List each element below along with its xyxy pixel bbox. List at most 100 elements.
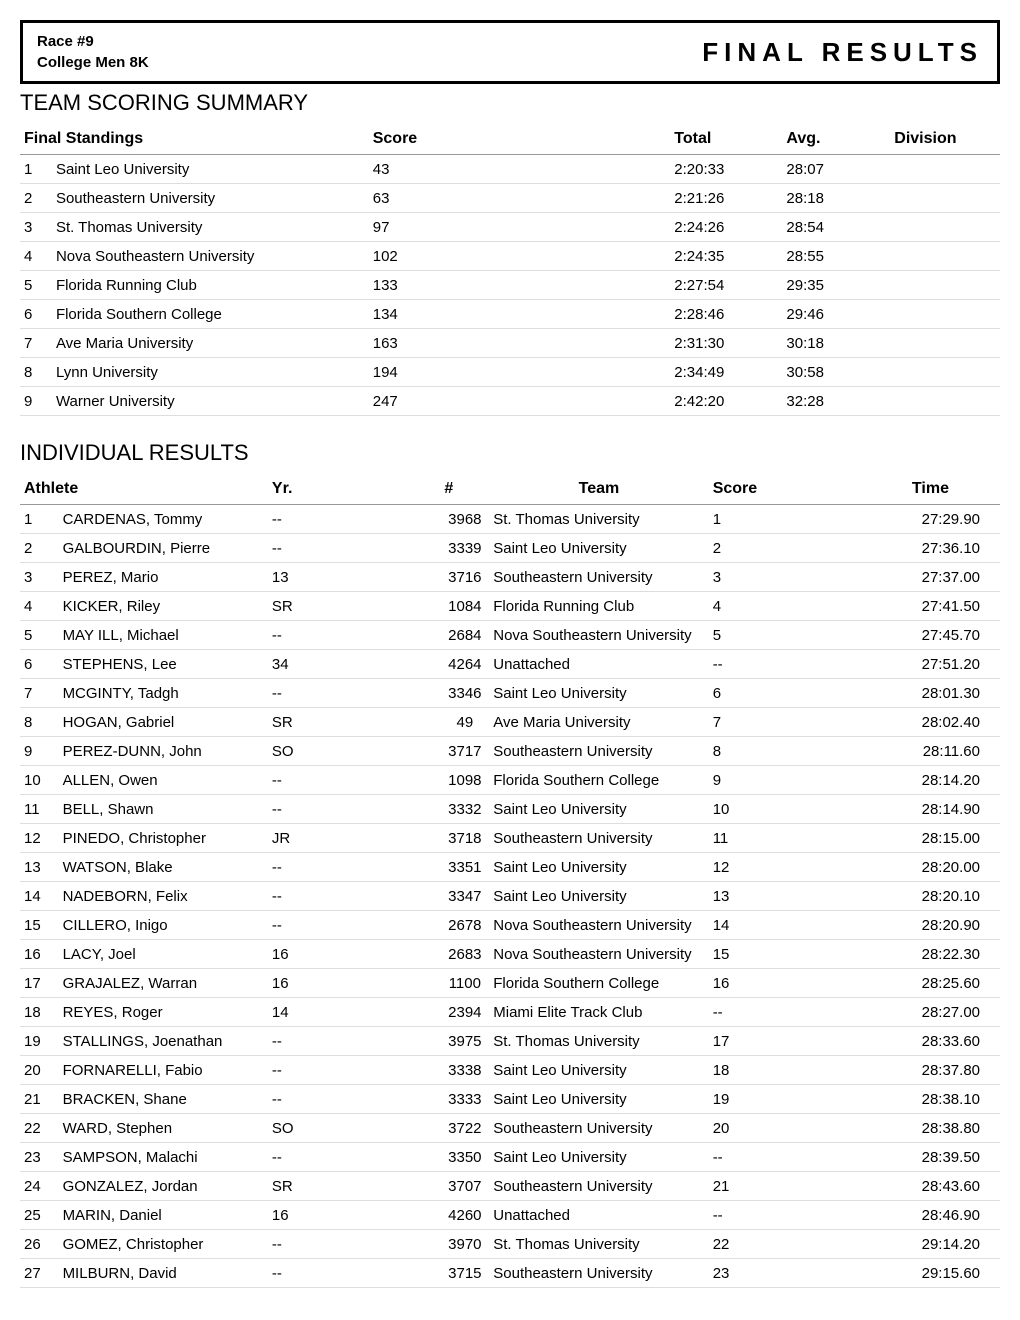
ind-yr: -- (268, 1259, 440, 1288)
team-score: 97 (369, 213, 671, 242)
col-time: Time (908, 474, 1000, 505)
ind-time: 28:02.40 (908, 708, 1000, 737)
ind-num: 3332 (440, 795, 489, 824)
team-place: 1 (20, 155, 52, 184)
ind-num: 2394 (440, 998, 489, 1027)
ind-athlete: KICKER, Riley (59, 592, 268, 621)
ind-team: Nova Southeastern University (489, 940, 708, 969)
ind-time: 28:43.60 (908, 1172, 1000, 1201)
ind-yr: -- (268, 795, 440, 824)
team-name: Ave Maria University (52, 329, 369, 358)
table-row: 21BRACKEN, Shane--3333Saint Leo Universi… (20, 1085, 1000, 1114)
ind-num: 2684 (440, 621, 489, 650)
team-place: 7 (20, 329, 52, 358)
individual-section-title: INDIVIDUAL RESULTS (20, 440, 1000, 466)
ind-athlete: STEPHENS, Lee (59, 650, 268, 679)
table-row: 6STEPHENS, Lee344264Unattached--27:51.20 (20, 650, 1000, 679)
ind-place: 16 (20, 940, 59, 969)
ind-place: 7 (20, 679, 59, 708)
ind-place: 8 (20, 708, 59, 737)
ind-time: 28:14.90 (908, 795, 1000, 824)
col-score: Score (369, 124, 671, 155)
ind-num: 3718 (440, 824, 489, 853)
ind-score: -- (709, 998, 908, 1027)
ind-num: 2678 (440, 911, 489, 940)
ind-yr: 14 (268, 998, 440, 1027)
ind-time: 27:29.90 (908, 505, 1000, 534)
table-row: 8HOGAN, GabrielSR49Ave Maria University7… (20, 708, 1000, 737)
team-total: 2:34:49 (670, 358, 782, 387)
ind-place: 24 (20, 1172, 59, 1201)
team-div (890, 387, 1000, 416)
ind-athlete: GRAJALEZ, Warran (59, 969, 268, 998)
team-total: 2:20:33 (670, 155, 782, 184)
ind-num: 3717 (440, 737, 489, 766)
ind-num: 3707 (440, 1172, 489, 1201)
team-name: Southeastern University (52, 184, 369, 213)
ind-score: -- (709, 1201, 908, 1230)
ind-athlete: PINEDO, Christopher (59, 824, 268, 853)
ind-athlete: HOGAN, Gabriel (59, 708, 268, 737)
ind-time: 28:22.30 (908, 940, 1000, 969)
ind-team: Southeastern University (489, 1259, 708, 1288)
ind-score: -- (709, 1143, 908, 1172)
ind-place: 20 (20, 1056, 59, 1085)
ind-place: 13 (20, 853, 59, 882)
ind-time: 28:33.60 (908, 1027, 1000, 1056)
ind-place: 1 (20, 505, 59, 534)
table-row: 18REYES, Roger142394Miami Elite Track Cl… (20, 998, 1000, 1027)
ind-yr: -- (268, 911, 440, 940)
team-total: 2:24:35 (670, 242, 782, 271)
ind-time: 28:25.60 (908, 969, 1000, 998)
ind-place: 9 (20, 737, 59, 766)
table-row: 9Warner University2472:42:2032:28 (20, 387, 1000, 416)
team-div (890, 242, 1000, 271)
ind-place: 4 (20, 592, 59, 621)
ind-athlete: PEREZ, Mario (59, 563, 268, 592)
ind-time: 28:27.00 (908, 998, 1000, 1027)
ind-team: Southeastern University (489, 824, 708, 853)
ind-yr: 16 (268, 940, 440, 969)
table-row: 10ALLEN, Owen--1098Florida Southern Coll… (20, 766, 1000, 795)
ind-place: 10 (20, 766, 59, 795)
ind-athlete: CILLERO, Inigo (59, 911, 268, 940)
table-row: 5Florida Running Club1332:27:5429:35 (20, 271, 1000, 300)
team-avg: 28:54 (782, 213, 890, 242)
ind-time: 28:46.90 (908, 1201, 1000, 1230)
ind-team: Nova Southeastern University (489, 911, 708, 940)
ind-time: 29:15.60 (908, 1259, 1000, 1288)
ind-score: 1 (709, 505, 908, 534)
ind-team: Saint Leo University (489, 534, 708, 563)
ind-athlete: MARIN, Daniel (59, 1201, 268, 1230)
ind-team: Unattached (489, 650, 708, 679)
ind-score: 9 (709, 766, 908, 795)
ind-score: 4 (709, 592, 908, 621)
table-row: 17GRAJALEZ, Warran161100Florida Southern… (20, 969, 1000, 998)
table-row: 26GOMEZ, Christopher--3970St. Thomas Uni… (20, 1230, 1000, 1259)
team-avg: 29:35 (782, 271, 890, 300)
ind-team: Florida Southern College (489, 969, 708, 998)
team-avg: 30:58 (782, 358, 890, 387)
team-avg: 28:18 (782, 184, 890, 213)
ind-place: 5 (20, 621, 59, 650)
team-avg: 28:07 (782, 155, 890, 184)
team-total: 2:21:26 (670, 184, 782, 213)
table-row: 12PINEDO, ChristopherJR3718Southeastern … (20, 824, 1000, 853)
ind-yr: -- (268, 1027, 440, 1056)
ind-team: Florida Southern College (489, 766, 708, 795)
ind-team: Saint Leo University (489, 1085, 708, 1114)
ind-athlete: BRACKEN, Shane (59, 1085, 268, 1114)
ind-athlete: STALLINGS, Joenathan (59, 1027, 268, 1056)
ind-place: 27 (20, 1259, 59, 1288)
final-results-title: FINAL RESULTS (702, 37, 983, 68)
ind-athlete: REYES, Roger (59, 998, 268, 1027)
ind-score: 15 (709, 940, 908, 969)
team-place: 4 (20, 242, 52, 271)
team-header-row: Final Standings Score Total Avg. Divisio… (20, 124, 1000, 155)
ind-time: 28:20.00 (908, 853, 1000, 882)
ind-num: 3975 (440, 1027, 489, 1056)
ind-team: St. Thomas University (489, 1027, 708, 1056)
ind-athlete: NADEBORN, Felix (59, 882, 268, 911)
ind-time: 28:11.60 (908, 737, 1000, 766)
team-avg: 30:18 (782, 329, 890, 358)
